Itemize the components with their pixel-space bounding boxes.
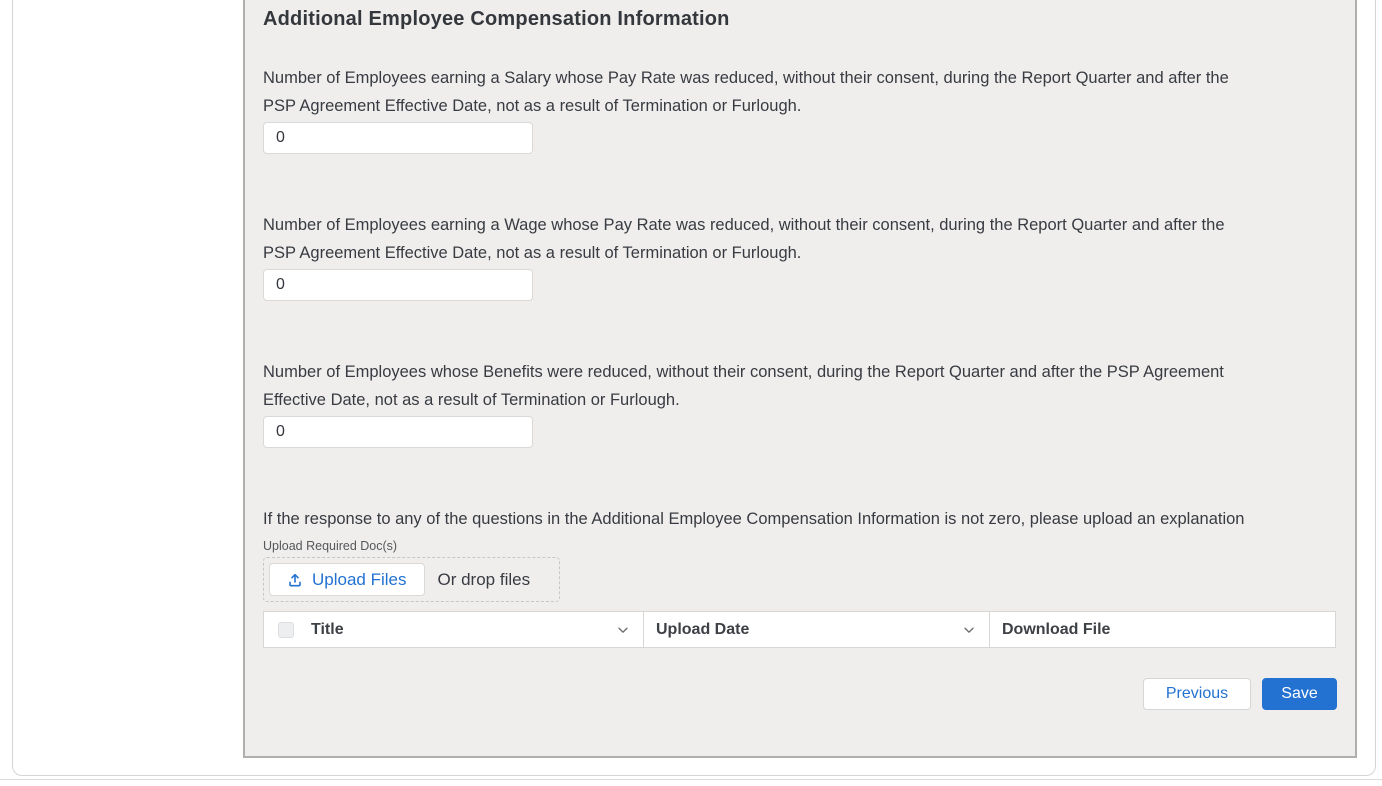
column-header-download-file: Download File [990,612,1335,647]
spacer [263,301,1337,358]
upload-field-label: Upload Required Doc(s) [263,539,398,553]
column-header-download-file-label: Download File [1002,620,1111,638]
wage-reduced-input[interactable] [263,269,533,301]
compensation-form-card: Additional Employee Compensation Informa… [243,0,1357,758]
upload-section: If the response to any of the questions … [263,505,1337,602]
upload-files-button-label: Upload Files [312,569,407,589]
column-header-upload-date[interactable]: Upload Date [644,612,990,647]
salary-reduced-input[interactable] [263,122,533,154]
benefits-reduced-input[interactable] [263,416,533,448]
drop-files-label: Or drop files [437,569,531,589]
upload-files-button[interactable]: Upload Files [269,563,425,596]
column-header-upload-date-label: Upload Date [656,620,750,638]
file-dropzone[interactable]: Upload Files Or drop files [263,557,560,602]
previous-button[interactable]: Previous [1143,678,1251,710]
page-title: Additional Employee Compensation Informa… [263,8,730,30]
question-benefits-reduced: Number of Employees whose Benefits were … [263,358,1337,448]
column-header-title-label: Title [311,620,344,638]
question-label: Number of Employees whose Benefits were … [263,363,1224,409]
select-all-checkbox[interactable] [278,621,294,638]
documents-table-header: Title Upload Date Download File [263,611,1336,648]
form-actions: Previous Save [263,678,1337,710]
chevron-down-icon[interactable] [962,623,976,637]
page-bottom-divider [0,779,1382,780]
question-label: Number of Employees earning a Wage whose… [263,216,1225,262]
spacer [263,154,1337,211]
spacer [263,448,1337,505]
question-wage-reduced: Number of Employees earning a Wage whose… [263,211,1337,301]
question-salary-reduced: Number of Employees earning a Salary who… [263,64,1337,154]
upload-prompt: If the response to any of the questions … [263,510,1245,528]
save-button[interactable]: Save [1262,678,1337,710]
select-all-cell [264,612,308,647]
column-header-title[interactable]: Title [308,612,644,647]
upload-icon [287,572,303,588]
chevron-down-icon[interactable] [616,623,630,637]
question-label: Number of Employees earning a Salary who… [263,69,1229,115]
